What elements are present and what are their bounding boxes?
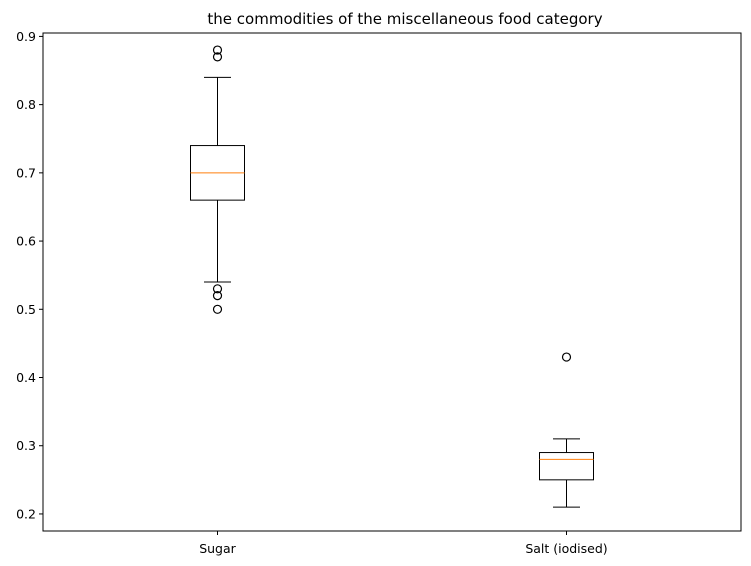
x-tick-label-0: Sugar: [199, 541, 236, 556]
y-tick-label-3: 0.5: [16, 302, 36, 317]
outlier-point-0-0: [212, 304, 223, 314]
outlier-point-0-3: [212, 52, 223, 62]
y-tick-label-0: 0.2: [16, 506, 36, 521]
y-tick-label-1: 0.3: [16, 438, 36, 453]
y-tick-label-7: 0.9: [16, 29, 36, 44]
x-tick-label-1: Salt (iodised): [525, 541, 607, 556]
y-tick-label-6: 0.8: [16, 97, 36, 112]
chart-title: the commodities of the miscellaneous foo…: [207, 10, 602, 28]
y-tick-label-2: 0.4: [16, 370, 36, 385]
y-tick-label-5: 0.7: [16, 165, 36, 180]
outlier-point-0-4: [212, 45, 223, 55]
y-tick-label-4: 0.6: [16, 234, 36, 249]
box-1: [539, 452, 594, 481]
outlier-point-1-0: [561, 352, 572, 362]
plot-frame: [42, 32, 742, 532]
outlier-point-0-1: [212, 291, 223, 301]
outlier-point-0-2: [212, 284, 223, 294]
